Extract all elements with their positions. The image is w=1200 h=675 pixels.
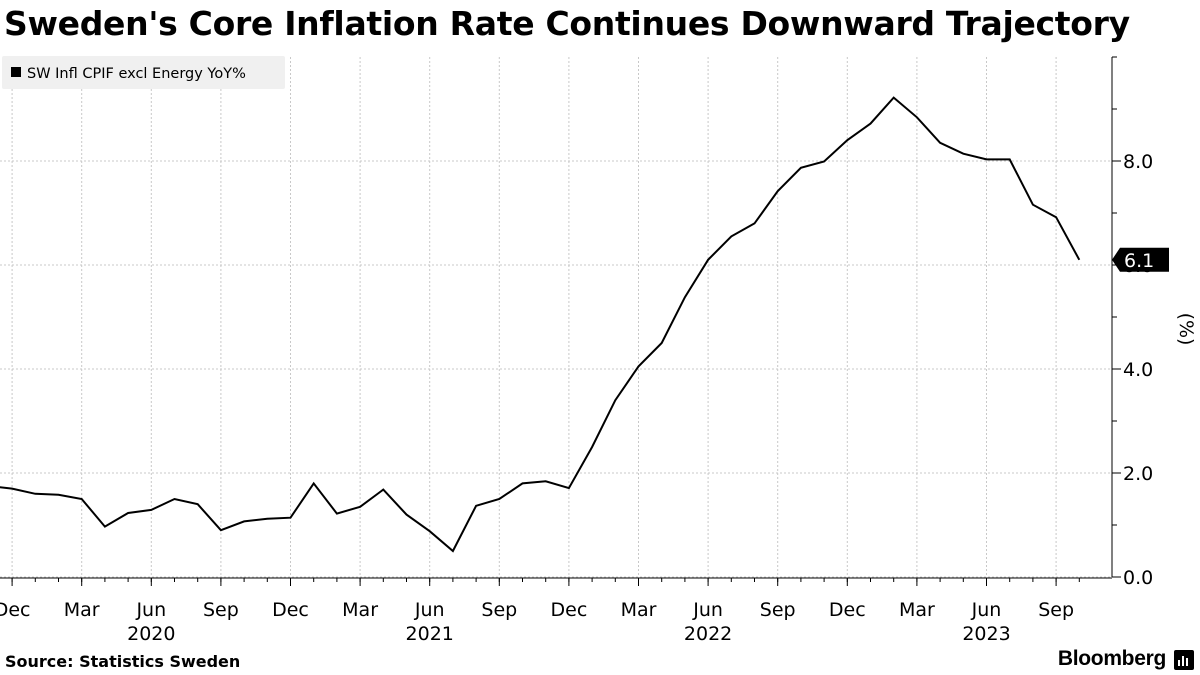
x-tick-label: Sep (203, 599, 239, 621)
x-tick-label: Dec (829, 599, 866, 621)
x-year-label: 2023 (962, 623, 1010, 645)
x-tick-label: Jun (692, 599, 723, 621)
chart-title: Sweden's Core Inflation Rate Continues D… (4, 4, 1130, 43)
x-tick-label: Mar (64, 599, 100, 621)
x-tick-label: Dec (272, 599, 309, 621)
y-tick-label: 4.0 (1123, 359, 1153, 381)
series-line-0 (0, 96, 1081, 553)
gridlines (0, 57, 1112, 578)
y-axis-label: (%) (1175, 313, 1197, 346)
source-note: Source: Statistics Sweden (5, 652, 241, 671)
legend-background (2, 56, 285, 89)
legend-entry: SW Infl CPIF excl Energy YoY% (27, 66, 246, 82)
tick-labels: 0.02.04.06.08.0DecMarJunSepDecMarJunSepD… (0, 151, 1169, 645)
legend: SW Infl CPIF excl Energy YoY% (2, 56, 285, 89)
axes (0, 56, 1121, 586)
bloomberg-logo: Bloomberg (1057, 647, 1166, 670)
x-tick-label: Mar (621, 599, 657, 621)
x-tick-label: Jun (135, 599, 166, 621)
x-tick-label: Mar (342, 599, 378, 621)
y-tick-label: 0.0 (1123, 567, 1153, 589)
last-value-marker (1112, 247, 1169, 272)
last-value-flag: 6.1 (1112, 247, 1169, 272)
x-tick-label: Jun (971, 599, 1002, 621)
x-year-label: 2022 (684, 623, 732, 645)
bloomberg-terminal-icon (1174, 650, 1194, 670)
x-tick-label: Dec (551, 599, 588, 621)
y-tick-label: 2.0 (1123, 463, 1153, 485)
x-year-label: 2020 (127, 623, 175, 645)
x-tick-label: Sep (1038, 599, 1074, 621)
x-tick-label: Dec (0, 599, 30, 621)
x-tick-label: Sep (760, 599, 796, 621)
legend-swatch (11, 67, 21, 77)
x-tick-label: Mar (899, 599, 935, 621)
x-tick-label: Jun (414, 599, 445, 621)
y-tick-label: 8.0 (1123, 151, 1153, 173)
last-value-label: 6.1 (1124, 250, 1154, 272)
x-tick-label: Sep (481, 599, 517, 621)
series-layer (0, 96, 1081, 553)
x-year-label: 2021 (406, 623, 454, 645)
